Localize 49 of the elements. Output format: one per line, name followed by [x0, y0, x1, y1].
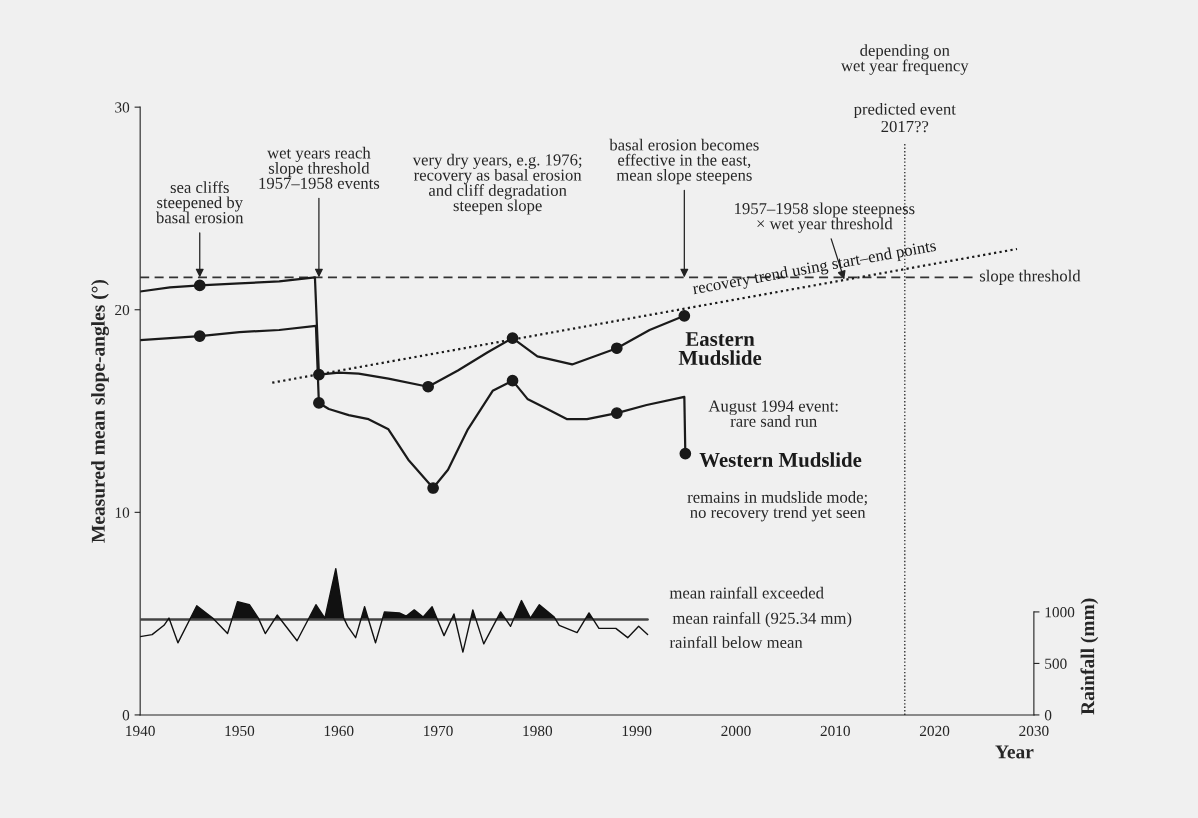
- x-tick-label: 1950: [225, 725, 255, 737]
- x-tick-label: 2010: [820, 725, 850, 737]
- annotation: August 1994 event: rare sand run: [708, 400, 838, 427]
- y2-tick-label: 1000: [1045, 607, 1075, 618]
- annotation: mean rainfall exceeded: [669, 586, 824, 599]
- x-tick-label: 1960: [324, 725, 354, 737]
- point: [427, 482, 439, 494]
- x-tick-label: 1940: [126, 725, 155, 737]
- point: [193, 279, 206, 292]
- series-label: Western Mudslide: [699, 452, 862, 468]
- point: [679, 447, 692, 460]
- point: [193, 330, 206, 342]
- point: [506, 332, 519, 344]
- y2-axis-title: Rainfall (mm): [1080, 598, 1099, 715]
- text: depending on wet year frequency: [840, 44, 969, 75]
- point: [610, 407, 623, 419]
- point: [313, 397, 325, 409]
- ref-line-label: predicted event 2017??: [853, 102, 956, 133]
- point: [506, 374, 519, 387]
- annotation: remains in mudslide mode; no recovery trend yet seen: [687, 491, 867, 522]
- x-tick-label: 2020: [919, 725, 950, 737]
- annotation: sea cliffs steepened by basal erosion: [156, 181, 244, 224]
- line-series: [140, 567, 649, 653]
- annotation: rainfall below mean: [669, 636, 803, 649]
- x-tick-label: 1980: [523, 725, 553, 737]
- point: [422, 380, 434, 393]
- x-axis-title: Year: [995, 745, 1034, 759]
- x-tick-label: 1990: [622, 725, 652, 737]
- x-tick-label: 2000: [721, 725, 751, 737]
- y-tick-label: 10: [115, 507, 130, 518]
- x-tick-label: 1970: [424, 725, 453, 737]
- annotation: wet years reach slope threshold 1957–1958 events: [259, 146, 380, 189]
- legend-label: recovery trend using start–end points: [691, 239, 937, 298]
- y-axis-title: Measured mean slope-angles (°): [91, 279, 109, 543]
- y-tick-label: 0: [122, 710, 130, 721]
- y-tick-label: 20: [115, 304, 130, 316]
- series-label: Eastern Mudslide: [678, 332, 762, 365]
- annotation: very dry years, e.g. 1976; recovery as basal erosion and cliff degradation steepen slope: [412, 153, 582, 215]
- ref-line-label: mean rainfall (925.34 mm): [672, 611, 852, 628]
- annotation: 1957–1958 slope steepness × wet year threshold: [735, 202, 915, 233]
- x-tick-label: 2030: [1019, 725, 1049, 737]
- y-tick-label: 30: [115, 102, 130, 113]
- point: [610, 342, 623, 355]
- y2-tick-label: 0: [1044, 710, 1052, 721]
- y2-tick-label: 500: [1045, 658, 1067, 669]
- annotation: basal erosion becomes effective in the east, mean slope steepens: [609, 138, 759, 185]
- point: [678, 309, 691, 322]
- ref-line-label: slope threshold: [979, 269, 1081, 285]
- point: [313, 368, 325, 381]
